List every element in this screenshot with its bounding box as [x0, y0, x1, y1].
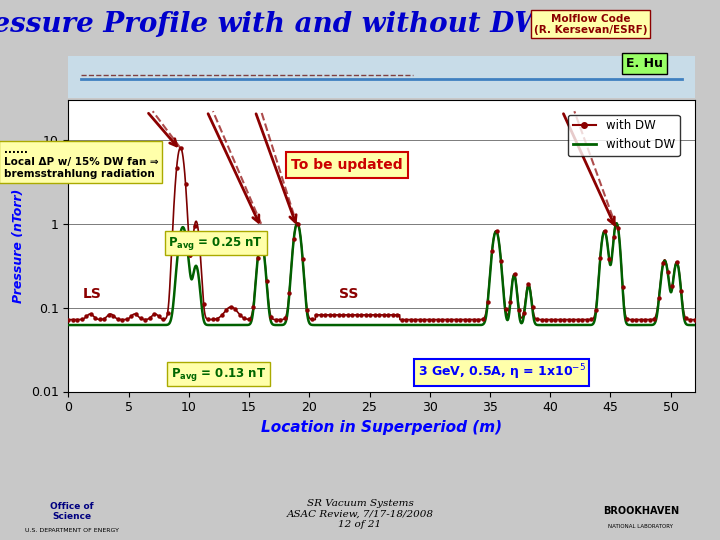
Text: SS: SS — [339, 287, 359, 301]
Text: 3 GeV, 0.5A, η = 1x10$^{-5}$: 3 GeV, 0.5A, η = 1x10$^{-5}$ — [418, 363, 586, 382]
Text: LS: LS — [83, 287, 102, 301]
Text: $\mathbf{P_{avg}}$ = 0.25 nT: $\mathbf{P_{avg}}$ = 0.25 nT — [168, 235, 264, 252]
X-axis label: Location in Superperiod (m): Location in Superperiod (m) — [261, 420, 502, 435]
Text: NATIONAL LABORATORY: NATIONAL LABORATORY — [608, 524, 673, 529]
Text: ......
Local ΔP w/ 15% DW fan ⇒
bremsstrahlung radiation: ...... Local ΔP w/ 15% DW fan ⇒ bremsstr… — [4, 145, 158, 179]
Text: Pressure Profile with and without DW: Pressure Profile with and without DW — [0, 11, 546, 38]
Text: U.S. DEPARTMENT OF ENERGY: U.S. DEPARTMENT OF ENERGY — [25, 528, 119, 534]
Text: Office of
Science: Office of Science — [50, 502, 94, 521]
Text: Molflow Code
(R. Kersevan/ESRF): Molflow Code (R. Kersevan/ESRF) — [534, 14, 647, 35]
Legend: with DW, without DW: with DW, without DW — [568, 114, 680, 156]
Text: BROOKHAVEN: BROOKHAVEN — [603, 507, 679, 516]
Text: SR Vacuum Systems
ASAC Review, 7/17-18/2008
12 of 21: SR Vacuum Systems ASAC Review, 7/17-18/2… — [287, 500, 433, 529]
Text: E. Hu: E. Hu — [626, 57, 663, 70]
Text: To be updated: To be updated — [292, 158, 403, 172]
Y-axis label: Pressure (nTorr): Pressure (nTorr) — [12, 188, 25, 303]
Text: $\mathbf{P_{avg}}$ = 0.13 nT: $\mathbf{P_{avg}}$ = 0.13 nT — [171, 366, 266, 383]
